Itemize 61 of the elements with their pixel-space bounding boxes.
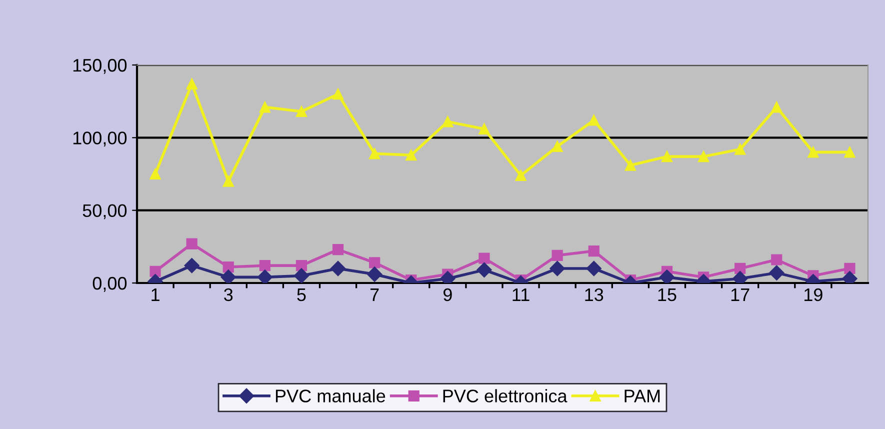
point <box>734 262 746 274</box>
y-tick-label: 100,00 <box>73 132 127 147</box>
point <box>698 151 710 162</box>
y-tick-label: 150,00 <box>73 58 127 74</box>
x-tick-label: 7 <box>370 288 379 301</box>
x-tick-label: 1 <box>152 288 160 301</box>
point <box>150 266 161 277</box>
point <box>661 151 673 162</box>
point <box>186 238 198 250</box>
x-tick-label: 5 <box>297 288 306 302</box>
point <box>769 265 784 280</box>
x-tick-label: 13 <box>585 288 604 302</box>
point <box>478 123 490 135</box>
point <box>844 262 856 274</box>
x-tick-label: 17 <box>731 288 750 301</box>
point <box>222 176 234 187</box>
point <box>586 260 602 276</box>
point <box>515 170 526 182</box>
point <box>552 250 563 261</box>
point <box>150 168 161 180</box>
point <box>734 144 746 155</box>
point <box>552 140 563 152</box>
point <box>369 257 380 268</box>
point <box>332 244 344 256</box>
point <box>478 252 490 264</box>
x-tick-label: 3 <box>224 288 233 302</box>
x-tick-label: 19 <box>804 288 822 302</box>
x-tick-label: 9 <box>444 288 452 302</box>
point <box>550 260 565 276</box>
point <box>588 245 600 257</box>
point <box>259 260 270 272</box>
point <box>257 270 272 283</box>
point <box>294 268 310 283</box>
point <box>659 270 675 283</box>
point <box>367 266 382 282</box>
point <box>220 270 236 283</box>
point <box>844 146 856 158</box>
point <box>332 88 344 100</box>
point <box>808 146 819 158</box>
y-tick-label: 0,00 <box>92 276 127 292</box>
legend-label: PAM <box>624 390 660 402</box>
point <box>330 260 346 276</box>
point <box>624 160 636 171</box>
point <box>184 258 200 274</box>
point <box>369 148 380 160</box>
x-tick-label: 15 <box>658 288 676 302</box>
point <box>442 116 454 128</box>
x-tick-label: 11 <box>512 288 530 301</box>
legend-label: PVC manuale <box>276 389 386 402</box>
point <box>259 102 270 113</box>
point <box>588 114 600 126</box>
y-tick-label: 50,00 <box>82 204 127 220</box>
point <box>222 261 234 273</box>
point <box>476 262 492 278</box>
point <box>771 102 782 113</box>
point <box>296 260 308 272</box>
point <box>296 106 308 118</box>
legend-label: PVC elettronica <box>443 389 568 402</box>
point <box>406 150 417 161</box>
point <box>771 254 782 266</box>
point <box>186 78 198 90</box>
